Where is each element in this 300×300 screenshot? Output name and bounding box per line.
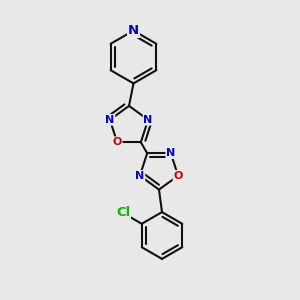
Text: N: N [143, 115, 153, 125]
Text: N: N [166, 148, 176, 158]
Text: N: N [135, 171, 145, 181]
Text: N: N [128, 24, 139, 37]
Text: N: N [105, 115, 115, 125]
Text: Cl: Cl [116, 206, 130, 220]
Text: O: O [173, 171, 183, 181]
Text: O: O [112, 137, 122, 147]
